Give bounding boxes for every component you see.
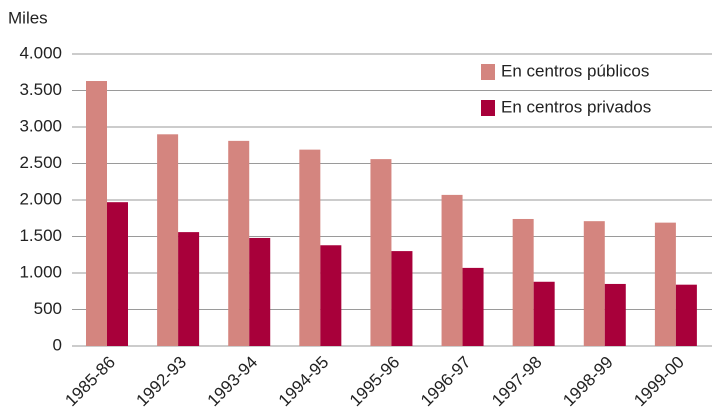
- y-axis-label: Miles: [8, 8, 48, 27]
- y-tick-label: 3.500: [19, 80, 62, 99]
- legend-label: En centros privados: [501, 97, 651, 116]
- y-tick-label: 4.000: [19, 43, 62, 62]
- x-tick-label: 1996-97: [417, 353, 475, 411]
- y-tick-label: 1.500: [19, 226, 62, 245]
- bar: [228, 140, 250, 346]
- y-tick-label: 500: [34, 299, 62, 318]
- bar: [441, 194, 463, 346]
- y-tick-label: 0: [53, 335, 62, 354]
- bar: [604, 283, 626, 346]
- x-tick-label: 1994-95: [275, 353, 333, 411]
- y-tick-label: 3.000: [19, 116, 62, 135]
- legend-swatch: [481, 64, 495, 80]
- bar: [178, 232, 200, 346]
- bar: [533, 281, 555, 346]
- bar: [583, 221, 605, 346]
- bar: [299, 149, 321, 346]
- x-tick-label: 1999-00: [630, 353, 688, 411]
- x-tick-label: 1993-94: [204, 353, 262, 411]
- bar: [249, 237, 271, 346]
- y-tick-label: 2.500: [19, 153, 62, 172]
- x-tick-label: 1995-96: [346, 353, 404, 411]
- bar: [512, 218, 534, 346]
- bar: [462, 267, 484, 346]
- bar: [86, 81, 107, 346]
- bar: [320, 245, 342, 346]
- bar: [391, 251, 413, 346]
- x-tick-label: 1985-86: [61, 353, 119, 411]
- x-tick-label: 1992-93: [133, 353, 191, 411]
- x-tick-label: 1997-98: [488, 353, 546, 411]
- bar: [370, 159, 392, 346]
- bar: [107, 202, 128, 346]
- legend-label: En centros públicos: [501, 61, 649, 80]
- bar: [675, 284, 697, 346]
- bar: [654, 222, 676, 346]
- x-tick-label: 1998-99: [559, 353, 617, 411]
- y-tick-label: 2.000: [19, 189, 62, 208]
- legend-swatch: [481, 100, 495, 116]
- bar: [157, 134, 179, 346]
- y-tick-label: 1.000: [19, 262, 62, 281]
